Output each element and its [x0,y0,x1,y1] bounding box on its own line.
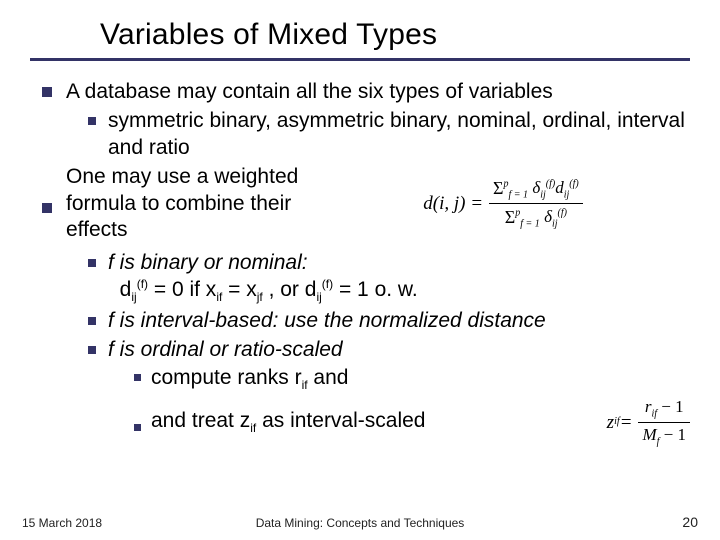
square-bullet-icon [88,117,96,125]
slide-title: Variables of Mixed Types [100,18,690,52]
footer-date: 15 March 2018 [22,516,102,530]
footer-title: Data Mining: Concepts and Techniques [256,516,465,530]
bullet-item-with-formula: and treat zif as interval-scaled zif = r… [134,396,690,449]
bullet-item: compute ranks rif and [134,365,690,394]
bullet-text: symmetric binary, asymmetric binary, nom… [108,108,690,162]
bullet-text: and treat zif as interval-scaled [151,408,587,437]
sigma-icon: Σ [493,178,503,198]
page-number: 20 [682,514,698,530]
bullet-text: One may use a weighted formula to combin… [66,164,316,245]
fraction: Σpf = 1 δij(f)dij(f) Σpf = 1 δij(f) [489,176,583,231]
formula-lhs: d(i, j) = [423,192,483,216]
bullet-text: f is interval-based: use the normalized … [108,308,690,335]
square-bullet-icon [134,374,141,381]
formula-zif: zif = rif − 1 Mf − 1 [607,396,690,449]
bullet-item: symmetric binary, asymmetric binary, nom… [88,108,690,162]
fraction-numerator: Σpf = 1 δij(f)dij(f) [489,176,583,202]
bullet-text: compute ranks rif and [151,365,690,394]
square-bullet-icon [134,424,141,431]
square-bullet-icon [88,346,96,354]
fraction: rif − 1 Mf − 1 [638,396,690,449]
fraction-bar [489,203,583,204]
bullet-text: f is ordinal or ratio-scaled [108,337,690,364]
footer: 15 March 2018 Data Mining: Concepts and … [0,514,720,530]
fraction-bar [638,422,690,423]
square-bullet-icon [88,259,96,267]
formula-main: d(i, j) = Σpf = 1 δij(f)dij(f) Σpf = 1 δ… [316,176,690,231]
square-bullet-icon [88,317,96,325]
bullet-item: f is binary or nominal: dij(f) = 0 if xi… [88,250,690,305]
bullet-text: f is binary or nominal: dij(f) = 0 if xi… [108,250,690,305]
bullet-item: f is interval-based: use the normalized … [88,308,690,335]
title-underline [30,58,690,61]
fraction-numerator: rif − 1 [641,396,688,421]
bullet-text: A database may contain all the six types… [66,79,690,106]
sigma-icon: Σ [505,207,515,227]
slide-body: A database may contain all the six types… [30,79,690,449]
bullet-item: A database may contain all the six types… [42,79,690,106]
square-bullet-icon [42,87,52,97]
bullet-item-with-formula: One may use a weighted formula to combin… [42,164,690,245]
fraction-denominator: Mf − 1 [638,424,690,449]
slide: Variables of Mixed Types A database may … [0,0,720,540]
fraction-denominator: Σpf = 1 δij(f) [501,205,571,231]
square-bullet-icon [42,203,52,213]
bullet-item: f is ordinal or ratio-scaled [88,337,690,364]
